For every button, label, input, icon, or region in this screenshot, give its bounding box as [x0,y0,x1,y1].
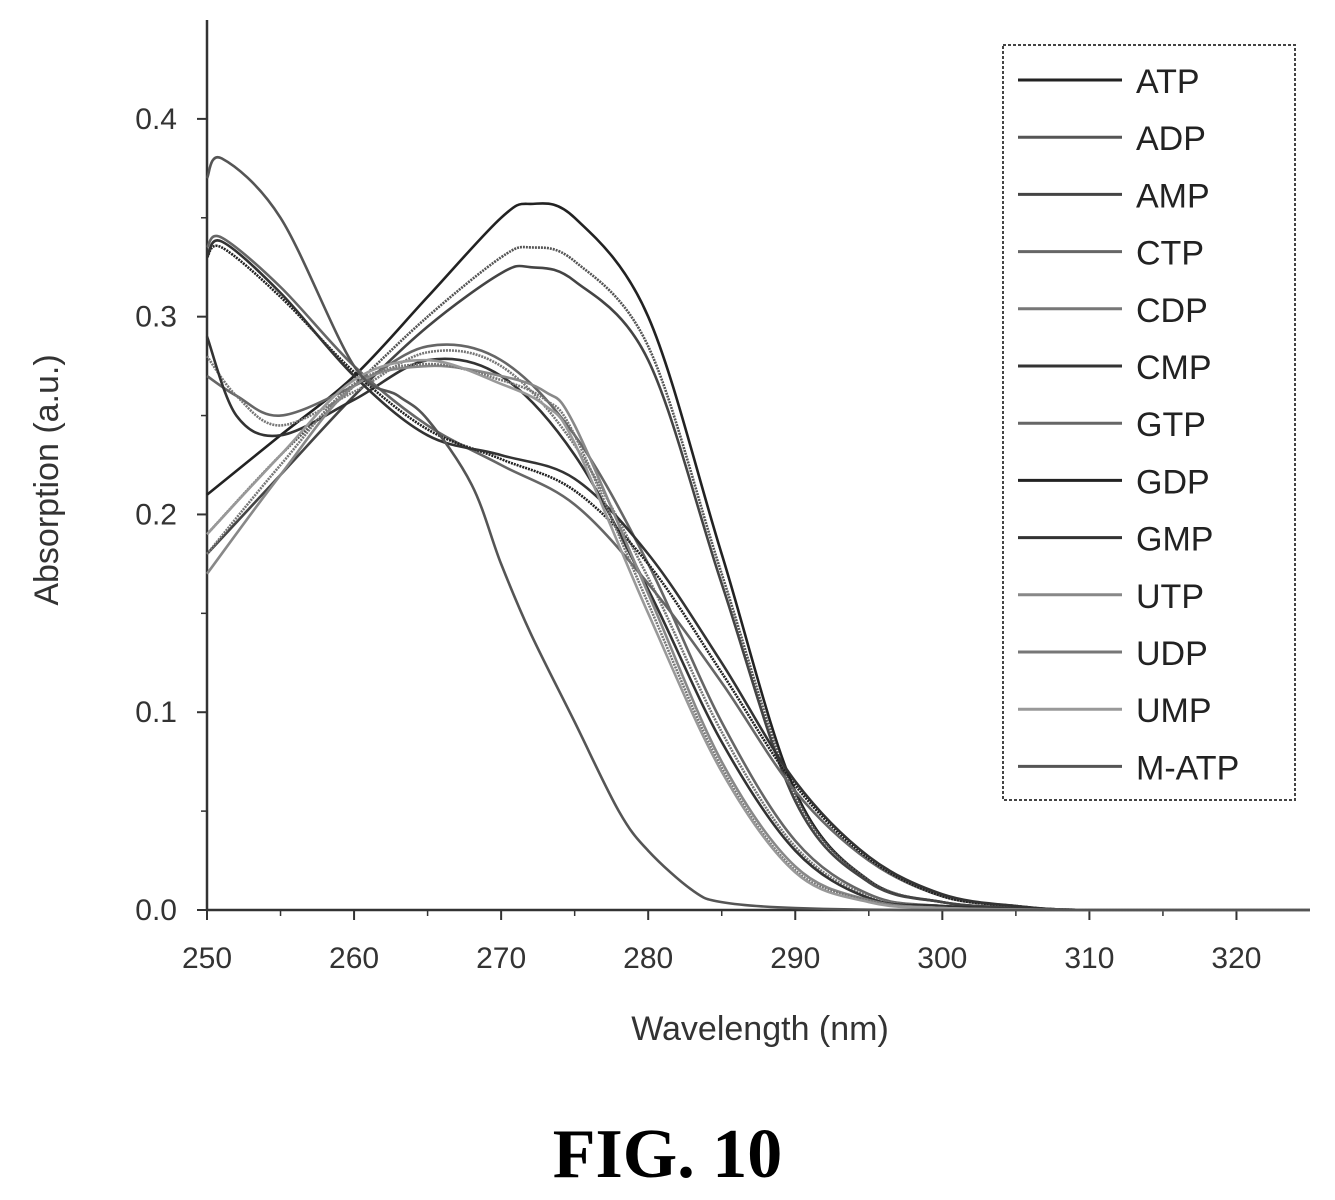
x-tick-label: 320 [1211,942,1261,975]
legend-label: GMP [1136,521,1213,559]
y-tick-label: 0.1 [135,696,177,729]
legend-label: ADP [1136,120,1206,158]
x-tick-label: 280 [623,942,673,975]
axes: 250 260 270 280 290 300 310 320 0.0 0.1 0.2 0.3 0.4 [135,20,1310,975]
x-tick-label: 310 [1064,942,1114,975]
legend-label: UDP [1136,635,1208,673]
legend: ATP ADP AMP CTP CDP CMP GTP GDP GMP UTP UDP UMP M-AT… [1002,44,1296,801]
figure-caption: FIG. 10 [552,1116,783,1193]
series-lines [205,155,1310,912]
x-axis-title: Wavelength (nm) [631,1010,889,1048]
absorption-chart: 250 260 270 280 290 300 310 3200.00.10.20.30.4 … [28,20,1310,1048]
x-tick-label: 260 [329,942,379,975]
series-line-gmp [205,239,1310,912]
y-tick-label: 0.3 [135,301,177,334]
y-tick-label: 0.2 [135,498,177,531]
legend-label: UMP [1136,692,1212,730]
legend-label: AMP [1136,177,1210,215]
x-tick-label: 270 [476,942,526,975]
y-axis-title: Absorption (a.u.) [28,354,66,605]
x-tick-label: 290 [770,942,820,975]
series-line-m-atp [205,155,1310,912]
legend-label: CMP [1136,349,1212,387]
x-tick-label: 250 [182,942,232,975]
y-tick-label: 0.0 [135,894,177,927]
legend-label: CDP [1136,292,1208,330]
legend-label: ATP [1136,63,1200,101]
legend-label: GDP [1136,463,1210,501]
x-tick-label: 300 [917,942,967,975]
legend-label: GTP [1136,406,1206,444]
legend-label: M-ATP [1136,749,1239,787]
y-tick-label: 0.4 [135,103,177,136]
legend-label: UTP [1136,578,1204,616]
legend-label: CTP [1136,235,1204,273]
